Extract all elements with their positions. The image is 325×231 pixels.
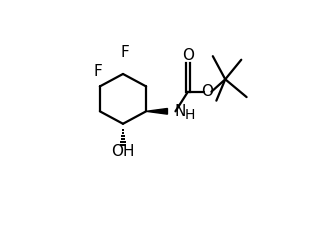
Text: F: F — [120, 45, 129, 60]
Text: O: O — [182, 48, 194, 63]
Text: F: F — [94, 64, 102, 79]
Text: O: O — [202, 84, 214, 99]
Text: H: H — [184, 108, 195, 122]
Polygon shape — [146, 109, 167, 114]
Text: OH: OH — [111, 144, 135, 159]
Text: N: N — [175, 104, 186, 119]
